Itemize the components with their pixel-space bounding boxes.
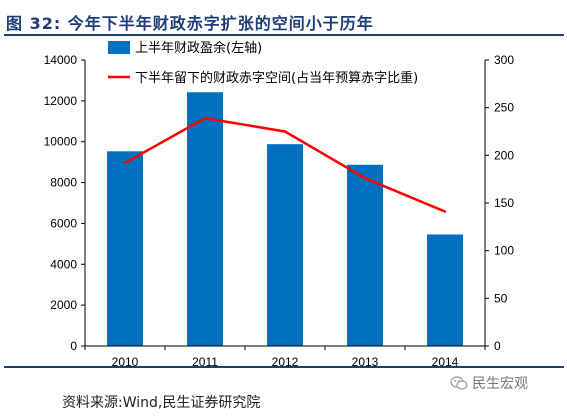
x-tick-label: 2014 xyxy=(432,355,459,366)
legend-label-line: 下半年留下的财政赤字空间(占当年预算赤字比重) xyxy=(135,70,418,86)
left-tick-label: 0 xyxy=(70,339,77,353)
left-tick-label: 2000 xyxy=(50,298,77,312)
right-tick-label: 200 xyxy=(494,148,514,162)
bar-2012 xyxy=(267,144,303,346)
x-tick-label: 2012 xyxy=(272,355,299,366)
left-tick-label: 14000 xyxy=(44,53,78,67)
right-tick-label: 250 xyxy=(494,101,514,115)
bar-2011 xyxy=(187,92,223,346)
line-point-2013 xyxy=(363,177,367,180)
chart-svg: 0 2000 4000 6000 8000 10000 12000 14000 0 50 100 15… xyxy=(44,40,515,366)
left-tick-label: 12000 xyxy=(44,94,78,108)
bar-2013 xyxy=(347,164,383,346)
legend-swatch-bar xyxy=(108,41,130,54)
line-point-2012 xyxy=(283,130,287,133)
x-tick-label: 2011 xyxy=(192,355,218,366)
wechat-icon xyxy=(450,376,468,390)
right-tick-label: 100 xyxy=(494,244,514,258)
figure-title: 图 32: 今年下半年财政赤字扩张的空间小于历年 xyxy=(6,14,374,33)
right-tick-label: 50 xyxy=(494,291,508,305)
left-tick-label: 6000 xyxy=(50,216,77,230)
watermark: 民生宏观 xyxy=(450,373,528,393)
left-tick-label: 8000 xyxy=(50,176,77,190)
x-tick-label: 2010 xyxy=(112,355,139,366)
title-divider xyxy=(4,34,564,36)
footer-divider xyxy=(4,366,564,368)
right-tick-label: 0 xyxy=(494,339,501,353)
left-tick-label: 4000 xyxy=(50,257,77,271)
plot-area: 0 2000 4000 6000 8000 10000 12000 14000 0 50 100 15… xyxy=(44,40,515,366)
right-tick-label: 300 xyxy=(494,53,514,67)
line-point-2014 xyxy=(443,210,447,213)
legend: 上半年财政盈余(左轴) 下半年留下的财政赤字空间(占当年预算赤字比重) xyxy=(108,40,418,86)
bar-2014 xyxy=(427,234,463,346)
legend-label-bar: 上半年财政盈余(左轴) xyxy=(135,40,262,56)
line-point-2011 xyxy=(203,116,207,120)
left-tick-label: 10000 xyxy=(44,135,78,149)
right-tick-label: 150 xyxy=(494,196,514,210)
bar-2010 xyxy=(107,151,143,346)
source-note: 资料来源:Wind,民生证券研究院 xyxy=(62,395,261,411)
x-tick-label: 2013 xyxy=(352,355,379,366)
watermark-text: 民生宏观 xyxy=(472,376,528,392)
line-point-2010 xyxy=(123,161,127,165)
